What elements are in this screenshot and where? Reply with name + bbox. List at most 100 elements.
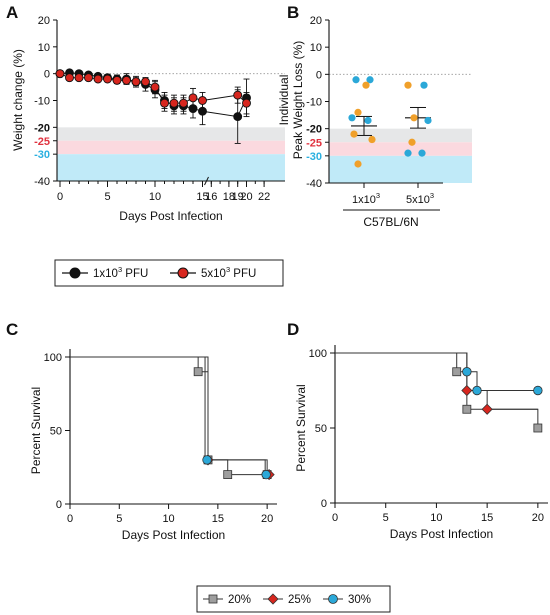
dot-g1-3	[424, 116, 432, 125]
legend-item-30pct: 30%	[323, 594, 371, 606]
point-s1-13	[179, 98, 188, 108]
legend-label-5x10-3: 5x103 PFU	[201, 265, 256, 280]
marker-30-1	[472, 385, 482, 396]
point-s1-3	[84, 73, 93, 83]
legend-marker-5x10-3	[177, 267, 189, 279]
band-20	[57, 127, 285, 141]
marker-20-0	[193, 367, 203, 377]
axis-break-mark	[204, 176, 209, 186]
x-tick-label-1: 5x103	[406, 191, 434, 206]
x-tick-label-5: 5	[104, 191, 110, 203]
dot-g1-1	[420, 81, 428, 89]
legend-item-1x10-3: 1x103 PFU	[62, 265, 148, 280]
x-tick-label-0: 0	[67, 513, 73, 525]
y-tick-label-20: 20	[38, 15, 50, 27]
legend-item-5x10-3: 5x103 PFU	[170, 265, 256, 280]
legend-item-25pct: 25%	[263, 593, 311, 606]
dot-g1-4	[408, 138, 416, 146]
dot-g1-6	[404, 149, 412, 157]
y-tick-label-100: 100	[309, 348, 327, 360]
x-tick-label-0: 0	[57, 191, 63, 203]
group-label: C57BL/6N	[363, 215, 418, 229]
x-axis-title: Days Post Infection	[122, 528, 225, 542]
point-s1-9	[141, 77, 150, 87]
point-s1-4	[93, 74, 103, 84]
x-tick-label-20: 20	[532, 512, 544, 524]
point-s1-10	[150, 82, 160, 92]
marker-30-2	[533, 385, 543, 396]
legend-top: 1x103 PFU 5x103 PFU	[54, 259, 284, 287]
chart-c-survival: 0 50 100 0 5 10 15 20 Days Post Infection Percent…	[29, 349, 277, 542]
point-s1-7	[122, 75, 131, 85]
legend-marker-20pct	[208, 594, 218, 604]
x-tick-label-20: 20	[240, 191, 252, 203]
x-tick-label-20: 20	[261, 513, 273, 525]
dot-g0-4	[348, 114, 356, 122]
marker-30-1	[261, 469, 271, 480]
legend-bottom-box	[196, 585, 391, 613]
point-s1-16	[233, 90, 243, 100]
marker-20-2	[223, 470, 233, 480]
legend-marker-25pct	[267, 593, 279, 605]
point-s1-12	[169, 98, 179, 108]
y-tick-label-10: 10	[310, 42, 322, 54]
step-line-25	[70, 356, 268, 475]
y-tick-label-50: 50	[315, 423, 327, 435]
point-s1-17	[242, 98, 251, 108]
y-tick-label-10: 10	[38, 42, 50, 54]
band-label-25: -25	[34, 136, 50, 148]
y-tick-label-0: 0	[44, 69, 50, 81]
band-20	[329, 128, 472, 143]
legend-marker-1x10-3	[69, 267, 81, 279]
chart-b-peak-weight-loss: 20 10 0 -10 -40 -20-25 -30 Individual Peak Weigh…	[277, 15, 472, 229]
band-30	[57, 154, 285, 181]
point-s1-8	[131, 77, 141, 87]
x-tick-label-0: 1x103	[352, 191, 380, 206]
y-tick-label-50: 50	[50, 426, 62, 438]
band-30	[329, 155, 472, 183]
dot-g0-5	[364, 116, 372, 125]
x-tick-label-22: 22	[258, 191, 270, 203]
marker-20-2	[533, 423, 543, 433]
step-line-30	[335, 352, 538, 391]
legend-marker-30pct	[328, 594, 338, 604]
x-tick-label-10: 10	[430, 512, 442, 524]
legend-label-30pct: 30%	[348, 594, 371, 606]
dot-g0-6	[350, 130, 358, 138]
y-tick-label-20: 20	[310, 15, 322, 27]
dot-g0-2	[362, 81, 370, 89]
y-axis-title-line1: Individual	[277, 75, 291, 126]
point-s1-11	[160, 98, 169, 108]
point-s1-6	[112, 75, 122, 85]
y-tick-label-10: -10	[306, 97, 322, 109]
band-label-20: -20	[34, 122, 50, 134]
legend-bottom: 20% 25% 30%	[196, 585, 391, 613]
x-axis-title: Days Post Infection	[119, 209, 222, 223]
x-tick-label-15: 15	[212, 513, 224, 525]
band-label-30: -30	[306, 151, 322, 163]
step-line-25	[335, 352, 538, 410]
y-tick-label-0: 0	[316, 69, 322, 81]
dot-g0-0	[352, 76, 360, 84]
marker-20-1	[462, 404, 472, 414]
dot-g1-5	[418, 149, 426, 157]
legend-top-box	[54, 259, 284, 287]
x-tick-label-10: 10	[162, 513, 174, 525]
point-s1-14	[188, 93, 198, 103]
step-line-30	[70, 356, 266, 475]
point-s1-2	[74, 73, 84, 83]
dot-g1-2	[410, 114, 418, 122]
dot-g0-8	[354, 160, 362, 168]
y-tick-label-100: 100	[44, 352, 62, 364]
marker-30-0	[202, 455, 212, 465]
marker-30-0	[462, 367, 472, 377]
y-tick-label-40: -40	[306, 178, 322, 190]
y-tick-label-40: -40	[34, 176, 50, 188]
x-axis-title: Days Post Infection	[390, 527, 493, 541]
x-tick-label-5: 5	[383, 512, 389, 524]
point-s1-0	[55, 69, 65, 79]
y-axis-title: Percent Survival	[29, 387, 43, 474]
dot-g1-0	[404, 81, 412, 89]
